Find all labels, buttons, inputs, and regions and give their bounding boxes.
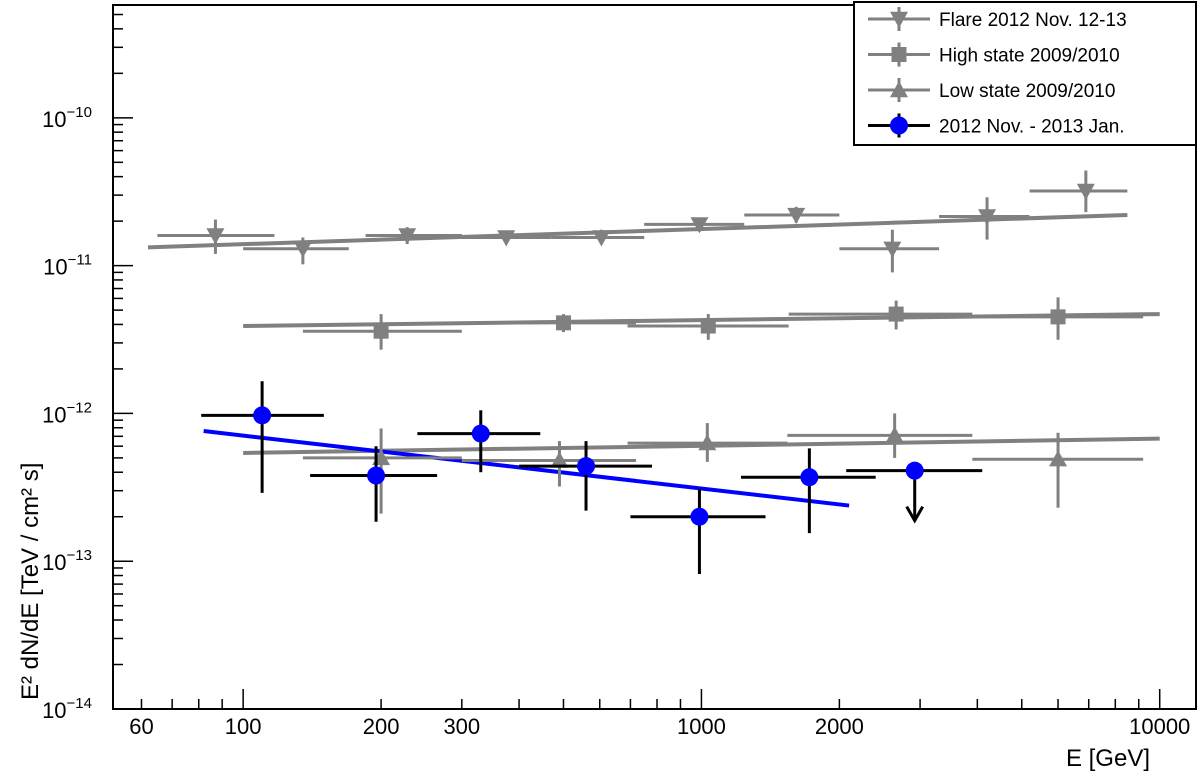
marker-triangle-down: [206, 228, 225, 245]
data-point: [461, 441, 637, 487]
marker-square: [700, 318, 716, 334]
legend-entry: 2012 Nov. - 2013 Jan.: [868, 113, 1125, 138]
marker-circle: [253, 406, 272, 425]
legend-label: 2012 Nov. - 2013 Jan.: [939, 117, 1125, 138]
legend: Flare 2012 Nov. 12-13 High state 2009/201…: [853, 1, 1197, 146]
x-tick-label: 1000: [677, 714, 726, 739]
legend-entry: Flare 2012 Nov. 12-13: [868, 7, 1127, 31]
x-tick-label: 60: [129, 714, 153, 739]
marker-circle: [905, 461, 924, 480]
y-tick-label: 10−12: [42, 399, 92, 427]
marker-square: [1050, 309, 1066, 325]
data-point: [201, 381, 324, 493]
marker-triangle-up: [885, 426, 904, 443]
data-point: [972, 297, 1144, 340]
data-point: [627, 314, 789, 340]
axis-ticks: [113, 13, 1161, 710]
data-point: [417, 410, 541, 473]
data-point: [839, 229, 940, 273]
data-point: [243, 237, 349, 265]
marker-triangle-down: [497, 230, 516, 247]
marker-circle: [367, 466, 386, 485]
marker-triangle-down: [1076, 183, 1095, 200]
plot-frame: [112, 4, 1197, 710]
y-tick-label: 10−13: [42, 547, 92, 575]
data-point: [551, 229, 645, 247]
x-axis-title: E [GeV]: [1066, 745, 1150, 772]
legend-entry: Low state 2009/2010: [868, 78, 1115, 102]
data-point: [741, 448, 876, 534]
marker-circle: [800, 468, 819, 487]
data-point: [630, 488, 766, 574]
x-tick-label: 100: [225, 714, 262, 739]
fit-lines: [147, 213, 1160, 508]
marker-square: [373, 323, 389, 339]
y-axis-title-text: E² dN/dE [TeV / cm² s]: [17, 463, 44, 700]
data-point: [461, 314, 637, 333]
marker-triangle-down: [787, 207, 806, 225]
x-tick-label: 200: [363, 714, 400, 739]
data-point: [1029, 170, 1128, 213]
legend-marker: [890, 81, 908, 98]
y-tick-label: 10−10: [42, 104, 92, 132]
tick-labels: 60 100 200 300 1000 2000 10000 10−10 10−11 10−12 1…: [42, 104, 1190, 739]
legend-label: High state 2009/2010: [939, 46, 1120, 67]
marker-circle: [690, 507, 709, 526]
marker-circle: [577, 457, 596, 476]
data-point: [788, 300, 973, 330]
legend-label: Low state 2009/2010: [939, 81, 1115, 102]
legend-marker: [890, 116, 908, 135]
marker-triangle-up: [1049, 450, 1068, 467]
data-point: [644, 217, 745, 234]
data-points: [157, 170, 1144, 574]
marker-triangle-down: [883, 241, 902, 258]
legend-entry: High state 2009/2010: [868, 42, 1120, 67]
y-tick-label: 10−14: [42, 695, 92, 723]
y-tick-label: 10−11: [43, 252, 92, 280]
x-tick-label: 2000: [815, 714, 864, 739]
legend-box: [853, 1, 1197, 146]
data-point: [787, 413, 973, 458]
data-point: [461, 230, 552, 247]
data-point: [744, 206, 840, 225]
data-point: [302, 314, 462, 350]
data-point: [627, 423, 788, 462]
legend-marker: [890, 11, 908, 29]
marker-triangle-up: [698, 434, 717, 451]
data-point: [519, 441, 652, 511]
data-point: [365, 227, 462, 245]
data-point: [972, 432, 1144, 508]
marker-circle: [471, 424, 490, 443]
data-point: [310, 446, 438, 522]
marker-triangle-down: [592, 230, 611, 247]
y-axis-title: E² dN/dE [TeV / cm² s]: [17, 463, 44, 700]
legend-label: Flare 2012 Nov. 12-13: [939, 10, 1127, 31]
x-tick-label: 10000: [1129, 714, 1190, 739]
upper-limit-arrow-head: [905, 505, 925, 524]
legend-marker: [891, 47, 907, 62]
x-tick-label: 300: [443, 714, 480, 739]
marker-triangle-down: [398, 228, 417, 245]
data-point: [157, 219, 275, 254]
marker-square: [555, 315, 571, 331]
data-point: [939, 197, 1030, 240]
marker-triangle-down: [293, 241, 312, 258]
marker-triangle-up: [550, 451, 569, 468]
marker-triangle-down: [978, 209, 997, 226]
data-point: [846, 461, 983, 524]
plot-area-border: [112, 4, 1197, 710]
fit-line-series-3: [203, 429, 850, 508]
marker-square: [888, 306, 904, 322]
marker-triangle-down: [690, 217, 709, 234]
